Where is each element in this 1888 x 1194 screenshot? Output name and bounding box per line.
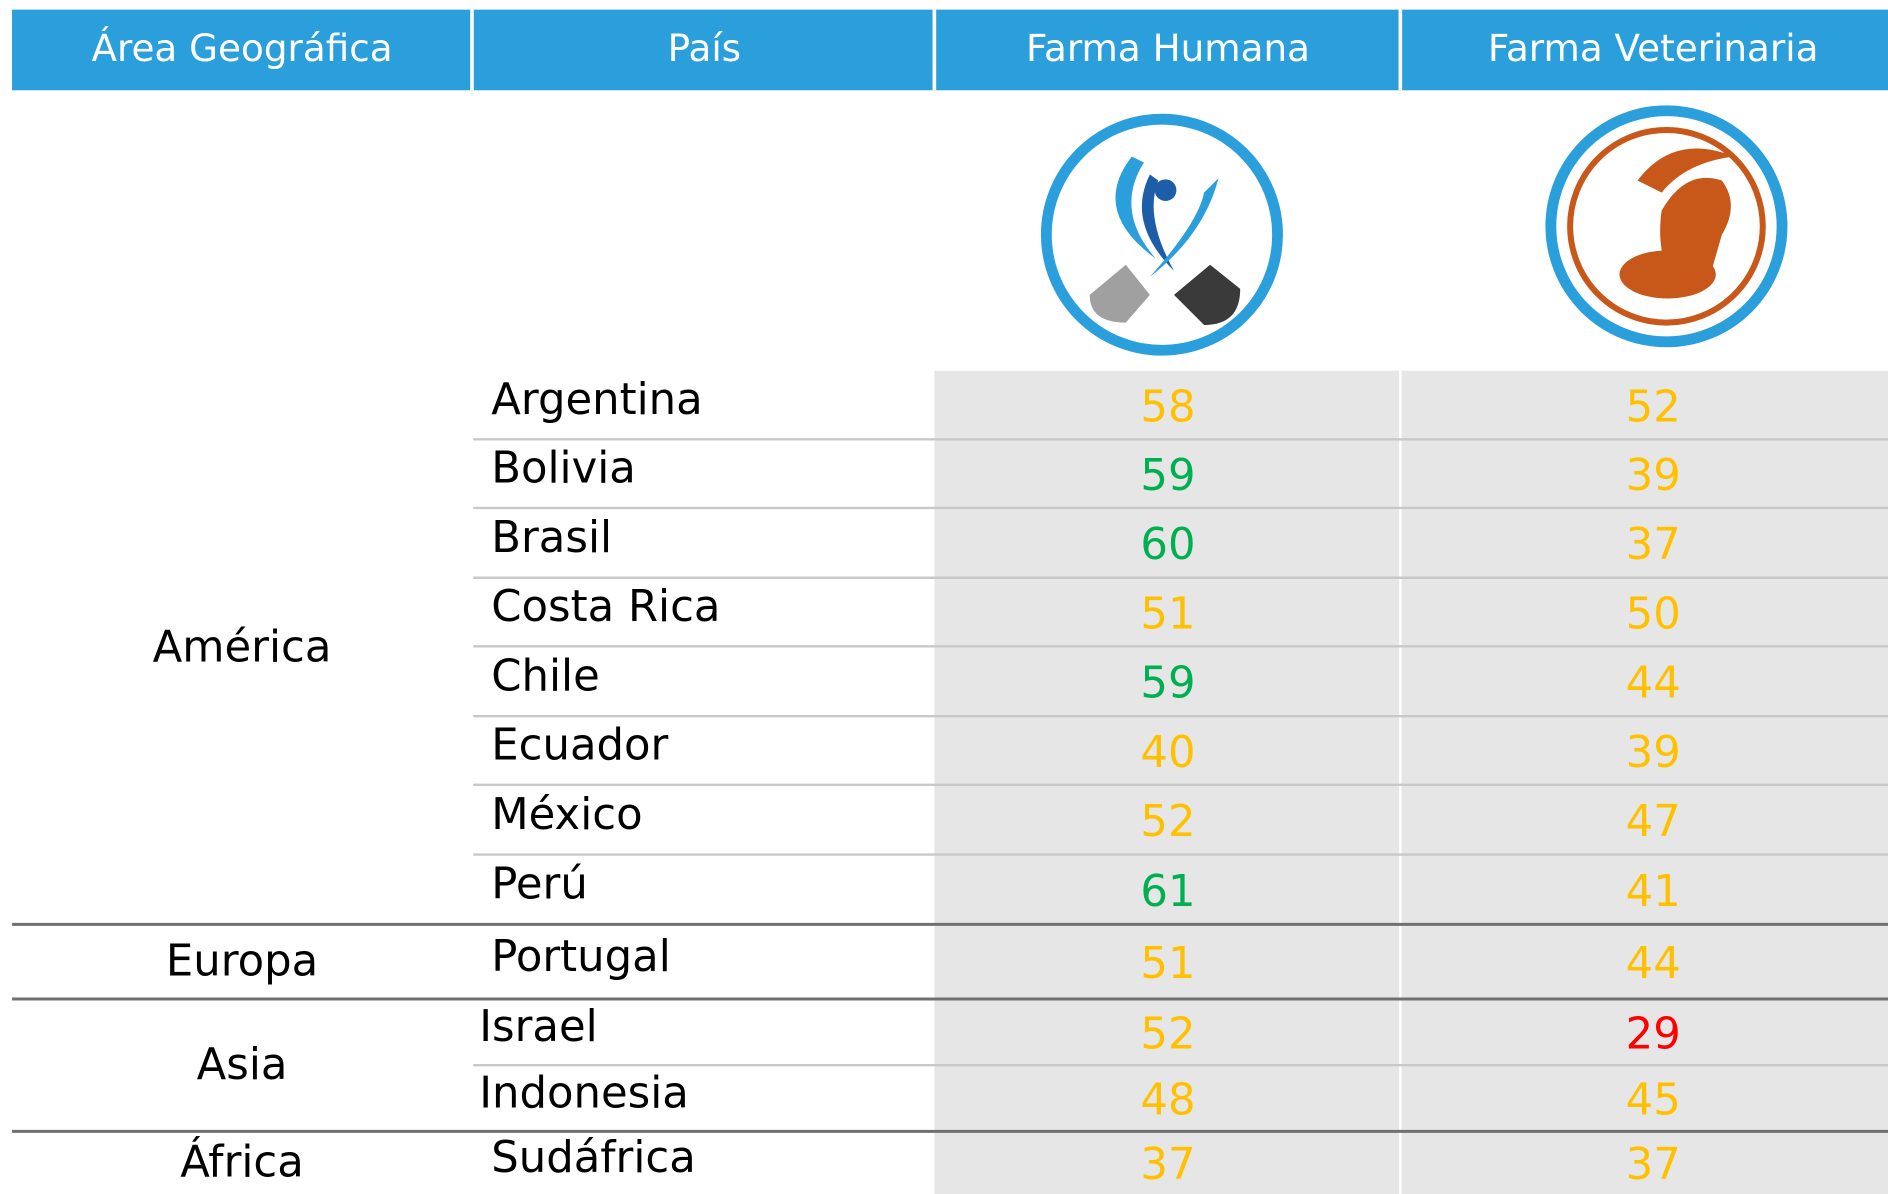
value: 60 — [1140, 520, 1195, 570]
value: 40 — [1140, 728, 1195, 778]
header-cell: Área Geográfica — [91, 26, 392, 70]
value: 58 — [1140, 382, 1195, 432]
value: 37 — [1626, 1140, 1681, 1190]
value: 61 — [1140, 867, 1195, 917]
value: 45 — [1626, 1076, 1681, 1126]
human-icon — [1040, 113, 1283, 356]
values-bg — [934, 370, 1888, 1194]
value: 41 — [1626, 867, 1681, 917]
value: 52 — [1140, 797, 1195, 847]
value: 37 — [1626, 520, 1681, 570]
value: 39 — [1626, 728, 1681, 778]
value: 52 — [1626, 382, 1681, 432]
header-bg — [12, 9, 1888, 91]
value: 59 — [1140, 659, 1195, 709]
vet-icon — [1545, 105, 1788, 348]
value: 39 — [1626, 451, 1681, 501]
value: 44 — [1626, 659, 1681, 709]
header-cell: País — [668, 26, 741, 70]
country: Israel — [479, 1002, 597, 1052]
country: Sudáfrica — [491, 1133, 696, 1183]
value: 48 — [1140, 1076, 1195, 1126]
country: Indonesia — [479, 1068, 689, 1118]
value: 51 — [1140, 939, 1195, 989]
value: 29 — [1626, 1009, 1681, 1059]
country: Brasil — [491, 513, 612, 563]
value: 50 — [1626, 589, 1681, 639]
value: 47 — [1626, 797, 1681, 847]
value: 37 — [1140, 1140, 1195, 1190]
country: Chile — [491, 651, 599, 701]
region: Asia — [197, 1040, 288, 1090]
region: Europa — [166, 937, 318, 987]
country: Bolivia — [491, 444, 636, 494]
country: Ecuador — [491, 721, 668, 771]
value: 44 — [1626, 939, 1681, 989]
country: Perú — [491, 860, 588, 910]
country: México — [491, 790, 642, 840]
header-cell: Farma Humana — [1026, 26, 1310, 70]
country: Portugal — [491, 932, 670, 982]
region: América — [153, 622, 332, 672]
header-cell: Farma Veterinaria — [1488, 26, 1819, 70]
region: África — [180, 1137, 304, 1188]
country: Costa Rica — [491, 582, 720, 632]
country: Argentina — [491, 375, 702, 425]
value: 51 — [1140, 589, 1195, 639]
value: 52 — [1140, 1009, 1195, 1059]
value: 59 — [1140, 451, 1195, 501]
